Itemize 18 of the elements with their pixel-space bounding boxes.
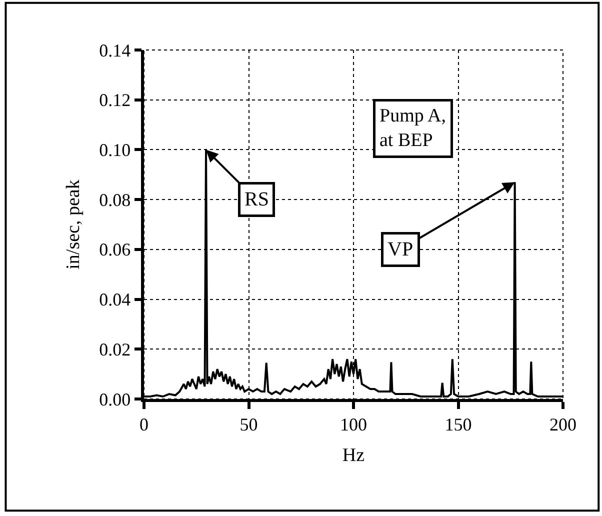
y-tick-label: 0.10 xyxy=(99,140,131,160)
y-tick-label: 0.02 xyxy=(99,339,131,360)
x-tick-label: 200 xyxy=(550,414,576,434)
x-tick-label: 100 xyxy=(340,414,367,434)
y-axis-title: in/sec, peak xyxy=(63,179,84,270)
x-tick-label: 50 xyxy=(240,414,258,434)
y-tick-label: 0.08 xyxy=(99,190,131,210)
y-tick-label: 0.14 xyxy=(99,40,131,60)
x-tick-label: 150 xyxy=(444,414,472,434)
x-tick-label: 0 xyxy=(140,414,148,434)
y-tick-label: 0.00 xyxy=(99,389,131,410)
annotation: Pump A, at BEP xyxy=(380,106,446,152)
y-tick-label: 0.04 xyxy=(99,290,131,310)
annotation: VP xyxy=(388,238,414,260)
x-axis-title: Hz xyxy=(342,445,365,466)
annotation: RS xyxy=(244,188,269,210)
y-tick-label: 0.06 xyxy=(99,240,131,260)
y-tick-label: 0.12 xyxy=(99,90,131,110)
